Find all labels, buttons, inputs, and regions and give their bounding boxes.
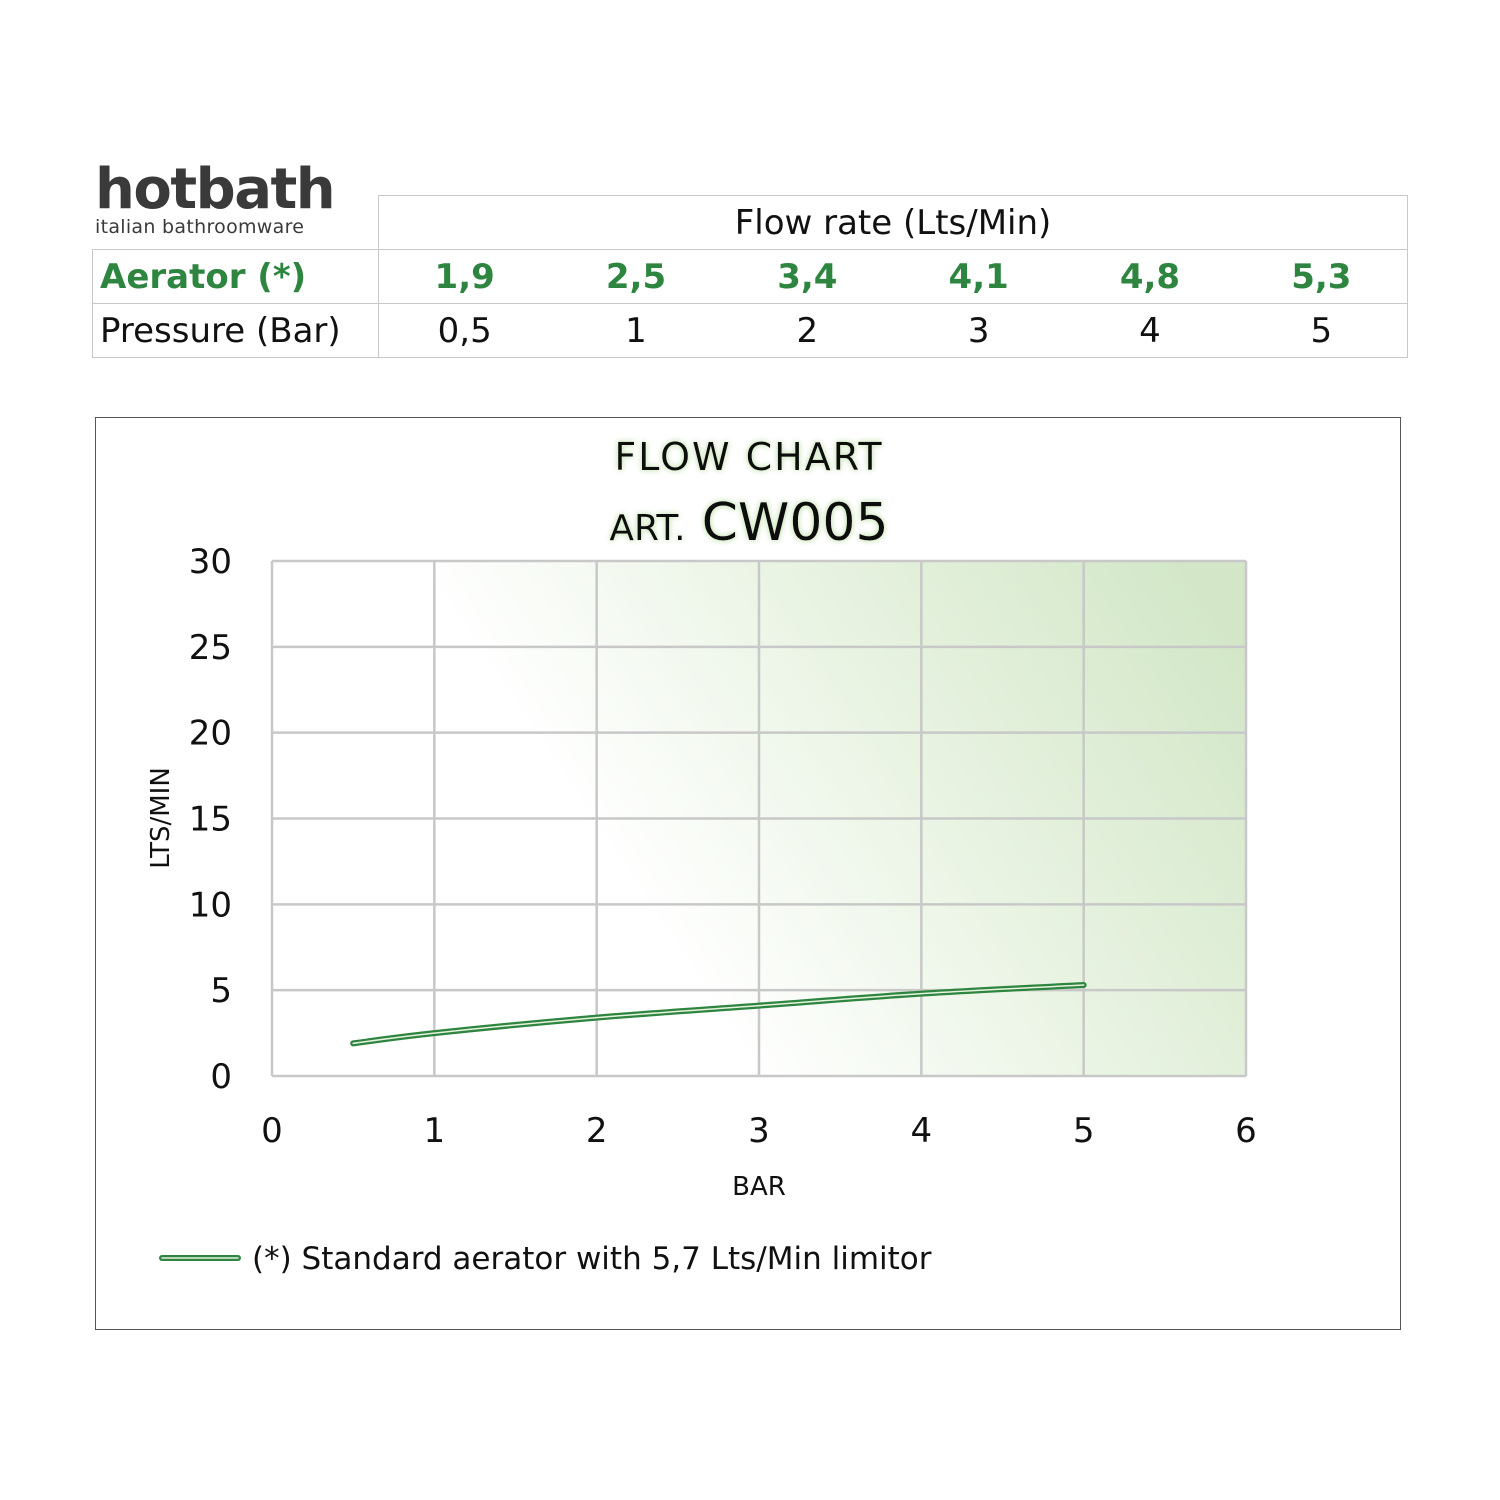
table-row-aerator: Aerator (*) 1,9 2,5 3,4 4,1 4,8 5,3 (92, 249, 1408, 304)
table-cell: 4 (1064, 303, 1236, 358)
chart-frame: FLOW CHART ART. CW005 0 1 2 3 4 5 6 0 5 10 15 20 25 3… (95, 417, 1401, 1330)
y-tick-label: 5 (210, 971, 232, 1011)
chart-subtitle-code: CW005 (702, 493, 889, 553)
table-cell: 1,9 (378, 249, 551, 304)
series-group (350, 982, 1087, 1047)
table-row-pressure: Pressure (Bar) 0,5 1 2 3 4 5 (92, 303, 1408, 358)
x-tick-label: 0 (261, 1111, 283, 1151)
x-tick-label: 5 (1073, 1111, 1095, 1151)
flow-chart: FLOW CHART ART. CW005 0 1 2 3 4 5 6 0 5 10 15 20 25 3… (146, 435, 1257, 1277)
x-tick-label: 6 (1235, 1111, 1257, 1151)
table-cell: 5,3 (1235, 249, 1408, 304)
chart-subtitle: ART. CW005 (609, 493, 888, 553)
y-tick-label: 10 (189, 885, 232, 925)
x-tick-labels: 0 1 2 3 4 5 6 (261, 1111, 1257, 1151)
y-tick-label: 20 (189, 714, 232, 754)
grid-lines (270, 559, 1248, 1078)
legend: (*) Standard aerator with 5,7 Lts/Min li… (159, 1241, 932, 1277)
y-tick-label: 30 (189, 542, 232, 582)
x-tick-label: 4 (911, 1111, 933, 1151)
table-cell: 0,5 (378, 303, 551, 358)
x-axis-title: BAR (732, 1172, 786, 1202)
table-cell: 4,1 (892, 249, 1065, 304)
chart-subtitle-prefix: ART. (609, 508, 685, 549)
x-tick-label: 2 (586, 1111, 608, 1151)
table-cell: 4,8 (1064, 249, 1236, 304)
y-tick-label: 0 (210, 1057, 232, 1097)
y-tick-label: 25 (189, 628, 232, 668)
flow-rate-table: Flow rate (Lts/Min) Aerator (*) 1,9 2,5 … (92, 195, 1408, 358)
chart-title: FLOW CHART (614, 435, 883, 479)
table-cell: 3,4 (721, 249, 893, 304)
table-cell: 5 (1235, 303, 1408, 358)
table-header-row: Flow rate (Lts/Min) (92, 195, 1408, 250)
legend-label: (*) Standard aerator with 5,7 Lts/Min li… (252, 1241, 932, 1277)
series-line-highlight (352, 984, 1085, 1045)
row-label-aerator: Aerator (*) (92, 249, 379, 304)
x-tick-label: 3 (748, 1111, 770, 1151)
table-corner (92, 195, 379, 250)
y-tick-label: 15 (189, 800, 232, 840)
table-cell: 2,5 (550, 249, 722, 304)
y-tick-labels: 0 5 10 15 20 25 30 (189, 542, 232, 1097)
x-tick-label: 1 (424, 1111, 446, 1151)
y-axis-title: LTS/MIN (146, 767, 176, 869)
table-header: Flow rate (Lts/Min) (378, 195, 1408, 250)
table-cell: 1 (550, 303, 722, 358)
table-cell: 3 (892, 303, 1065, 358)
table-cell: 2 (721, 303, 893, 358)
row-label-pressure: Pressure (Bar) (92, 303, 379, 358)
